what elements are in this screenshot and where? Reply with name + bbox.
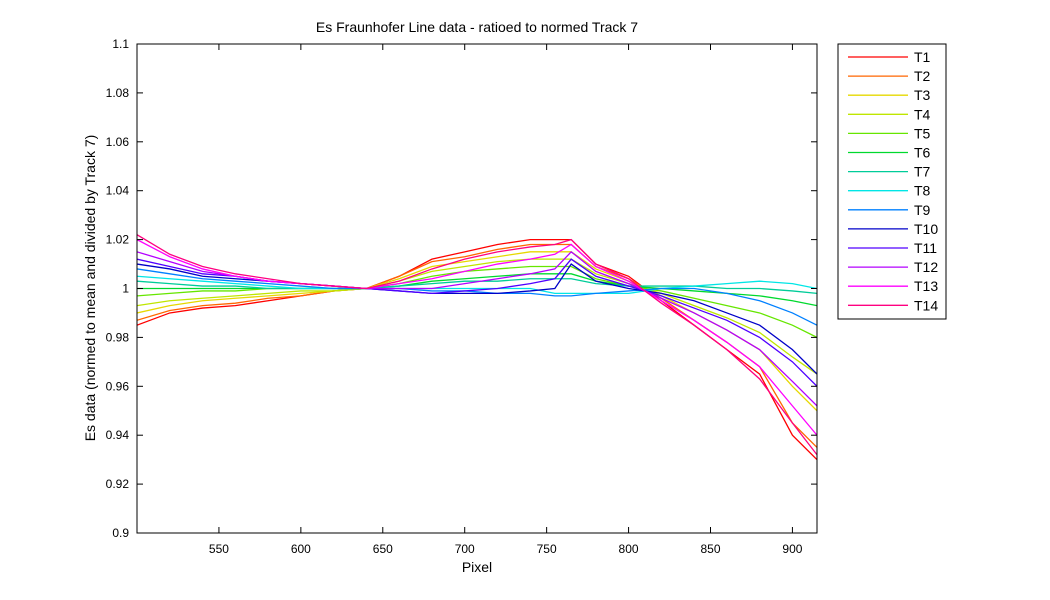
x-tick-label: 850 — [700, 542, 720, 556]
legend: T1 T2 T3 T4 T5 T6 T7 T8 T9 T10 T11 T12 T13 T14 — [837, 43, 947, 320]
series-line-t14 — [137, 234, 817, 456]
x-tick-label: 750 — [537, 542, 557, 556]
series-layer — [137, 234, 817, 461]
y-axis: 0.9 0.92 0.94 0.96 0.98 1 1.02 1.04 1.06 1.08 1.1 — [106, 37, 817, 540]
legend-label-t8: T8 — [914, 183, 931, 199]
legend-label-t1: T1 — [914, 49, 931, 65]
series-line-t6 — [137, 273, 817, 307]
series-line-t4 — [137, 258, 817, 375]
legend-label-t6: T6 — [914, 145, 931, 161]
series-line-t10 — [137, 263, 817, 375]
legend-label-t10: T10 — [914, 221, 938, 237]
series-line-t7 — [137, 278, 817, 295]
legend-items: T1 T2 T3 T4 T5 T6 T7 T8 T9 T10 T11 T12 T13 T14 — [848, 49, 938, 313]
legend-label-t13: T13 — [914, 278, 938, 294]
y-tick-label: 1 — [122, 282, 129, 296]
x-tick-label: 700 — [455, 542, 475, 556]
y-tick-label: 1.08 — [106, 86, 130, 100]
legend-label-t9: T9 — [914, 202, 931, 218]
legend-label-t3: T3 — [914, 87, 931, 103]
y-tick-label: 0.98 — [106, 330, 130, 344]
legend-label-t12: T12 — [914, 259, 938, 275]
y-tick-label: 0.94 — [106, 428, 130, 442]
legend-box — [837, 43, 947, 320]
series-line-t13 — [137, 239, 817, 436]
x-axis-label: Pixel — [462, 559, 492, 575]
series-line-t5 — [137, 265, 817, 338]
chart-title: Es Fraunhofer Line data - ratioed to nor… — [316, 19, 638, 35]
legend-label-t4: T4 — [914, 106, 931, 122]
x-tick-label: 800 — [619, 542, 639, 556]
legend-label-t11: T11 — [914, 240, 937, 256]
x-tick-label: 650 — [373, 542, 393, 556]
legend-label-t7: T7 — [914, 164, 931, 180]
x-axis: 550 600 650 700 750 800 850 900 — [209, 44, 803, 556]
x-tick-label: 550 — [209, 542, 229, 556]
y-tick-label: 0.9 — [112, 526, 129, 540]
legend-label-t5: T5 — [914, 125, 931, 141]
y-tick-label: 1.02 — [106, 233, 130, 247]
y-tick-label: 0.92 — [106, 477, 130, 491]
legend-label-t14: T14 — [914, 297, 938, 313]
y-tick-label: 1.1 — [112, 37, 129, 51]
plot-area — [136, 43, 818, 534]
y-tick-label: 0.96 — [106, 379, 130, 393]
y-axis-label: Es data (normed to mean and divided by T… — [82, 135, 98, 442]
x-tick-label: 900 — [782, 542, 802, 556]
y-tick-label: 1.06 — [106, 135, 130, 149]
y-tick-label: 1.04 — [106, 184, 130, 198]
x-tick-label: 600 — [291, 542, 311, 556]
legend-label-t2: T2 — [914, 68, 931, 84]
